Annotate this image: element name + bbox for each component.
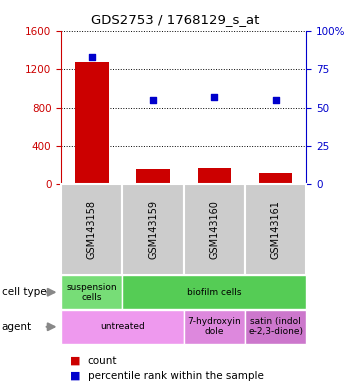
Text: untreated: untreated <box>100 322 145 331</box>
Point <box>89 54 95 60</box>
Text: ■: ■ <box>70 371 80 381</box>
Text: count: count <box>88 356 117 366</box>
Text: agent: agent <box>2 322 32 332</box>
Text: ■: ■ <box>70 356 80 366</box>
Text: cell type: cell type <box>2 287 46 297</box>
Text: suspension
cells: suspension cells <box>66 283 117 302</box>
Bar <box>75 62 109 184</box>
Text: GSM143161: GSM143161 <box>271 200 281 259</box>
Text: biofilm cells: biofilm cells <box>187 288 241 297</box>
Text: GSM143160: GSM143160 <box>209 200 219 259</box>
Text: GDS2753 / 1768129_s_at: GDS2753 / 1768129_s_at <box>91 13 259 26</box>
Point <box>211 94 217 100</box>
Bar <box>197 167 231 184</box>
Text: 7-hydroxyin
dole: 7-hydroxyin dole <box>188 317 241 336</box>
Point <box>273 97 279 103</box>
Text: GSM143159: GSM143159 <box>148 200 158 259</box>
Bar <box>259 173 293 184</box>
Text: satin (indol
e-2,3-dione): satin (indol e-2,3-dione) <box>248 317 303 336</box>
Point <box>150 97 156 103</box>
Text: GSM143158: GSM143158 <box>87 200 97 259</box>
Text: percentile rank within the sample: percentile rank within the sample <box>88 371 263 381</box>
Bar <box>136 169 170 184</box>
